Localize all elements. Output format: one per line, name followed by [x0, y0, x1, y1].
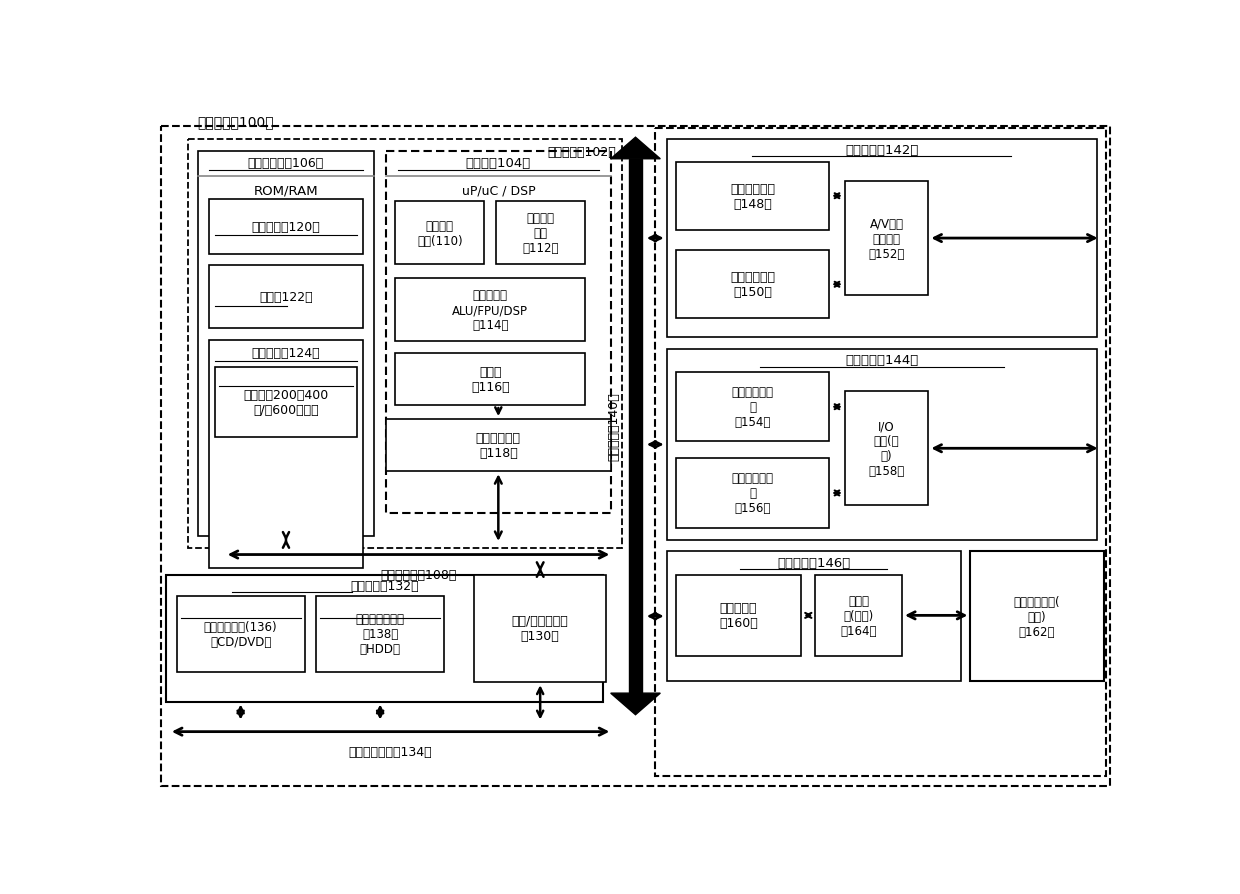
Text: 计算设备（100）: 计算设备（100）	[197, 115, 274, 129]
Bar	[386, 152, 611, 513]
Text: 接口总线（140）: 接口总线（140）	[608, 392, 620, 460]
Bar	[676, 459, 830, 528]
Bar	[316, 596, 444, 671]
Text: 存储器总线（108）: 存储器总线（108）	[381, 569, 456, 582]
Text: 串行接口控制
器
（154）: 串行接口控制 器 （154）	[732, 386, 774, 429]
Bar	[210, 266, 363, 329]
Text: 程序数据（124）: 程序数据（124）	[252, 347, 320, 360]
Text: 寄存器
（116）: 寄存器 （116）	[471, 366, 510, 393]
Bar	[844, 181, 929, 296]
Bar	[210, 342, 363, 568]
Polygon shape	[611, 694, 660, 715]
Polygon shape	[611, 138, 660, 160]
Bar	[396, 202, 485, 265]
Text: 网络控制器
（160）: 网络控制器 （160）	[719, 602, 758, 629]
Text: 处理器核心
ALU/FPU/DSP
（114）: 处理器核心 ALU/FPU/DSP （114）	[453, 289, 528, 332]
Text: I/O
端口(多
个)
（158）: I/O 端口(多 个) （158）	[868, 420, 905, 477]
Text: 音频处理单元
（150）: 音频处理单元 （150）	[730, 271, 775, 299]
Bar	[215, 368, 357, 437]
Text: 储存设备（132）: 储存设备（132）	[350, 579, 419, 592]
Text: 系统存储器（106）: 系统存储器（106）	[248, 157, 324, 170]
Bar	[816, 575, 903, 656]
Text: 储存接口总线（134）: 储存接口总线（134）	[348, 746, 433, 759]
Bar	[197, 152, 374, 536]
Bar	[396, 353, 585, 406]
Text: 总线/接口控制器
（130）: 总线/接口控制器 （130）	[512, 615, 569, 643]
Text: 不可移除储存器
（138）
（HDD）: 不可移除储存器 （138） （HDD）	[356, 612, 404, 655]
Text: 通信端
口(多个)
（164）: 通信端 口(多个) （164）	[841, 595, 877, 637]
Bar	[629, 160, 642, 694]
Bar	[676, 373, 830, 442]
Bar	[667, 139, 1096, 338]
Bar	[187, 139, 621, 549]
Text: 通信设备（146）: 通信设备（146）	[777, 556, 851, 569]
Text: 输出设备（142）: 输出设备（142）	[844, 144, 919, 156]
Bar	[676, 163, 830, 231]
Text: uP/uC / DSP: uP/uC / DSP	[461, 184, 536, 197]
Bar	[166, 575, 603, 702]
Bar	[667, 350, 1096, 540]
Text: 并行接口控制
器
（156）: 并行接口控制 器 （156）	[732, 472, 774, 515]
Text: 一级高速
缓存(110): 一级高速 缓存(110)	[417, 219, 463, 248]
Text: 应用（122）: 应用（122）	[259, 291, 312, 304]
Bar	[396, 279, 585, 342]
Text: 基本配置（102）: 基本配置（102）	[547, 146, 616, 159]
Bar	[844, 392, 929, 506]
Text: 图像处理单元
（148）: 图像处理单元 （148）	[730, 182, 775, 210]
Text: 其他计算设备(
多个)
（162）: 其他计算设备( 多个) （162）	[1013, 595, 1060, 638]
Bar	[210, 199, 363, 255]
Text: A/V端口
（多个）
（152）: A/V端口 （多个） （152）	[868, 217, 905, 260]
Text: 操作系统（120）: 操作系统（120）	[252, 221, 320, 233]
Bar	[474, 575, 606, 683]
Bar	[676, 251, 830, 319]
Bar	[386, 419, 611, 472]
Bar	[667, 552, 961, 681]
Bar	[676, 575, 801, 656]
Text: 外围接口（144）: 外围接口（144）	[844, 354, 918, 367]
Text: 处理器（104）: 处理器（104）	[466, 157, 531, 170]
Bar	[176, 596, 305, 671]
Text: 执行方法200、400
和/或600的指令: 执行方法200、400 和/或600的指令	[243, 389, 329, 417]
Text: 二级高速
缓存
（112）: 二级高速 缓存 （112）	[522, 212, 559, 255]
Text: 可移除储存器(136)
（CD/DVD）: 可移除储存器(136) （CD/DVD）	[203, 620, 278, 648]
Bar	[971, 552, 1104, 681]
Bar	[655, 129, 1106, 776]
Text: ROM/RAM: ROM/RAM	[254, 184, 319, 197]
Text: 存储器控制器
（118）: 存储器控制器 （118）	[476, 432, 521, 460]
Bar	[496, 202, 585, 265]
